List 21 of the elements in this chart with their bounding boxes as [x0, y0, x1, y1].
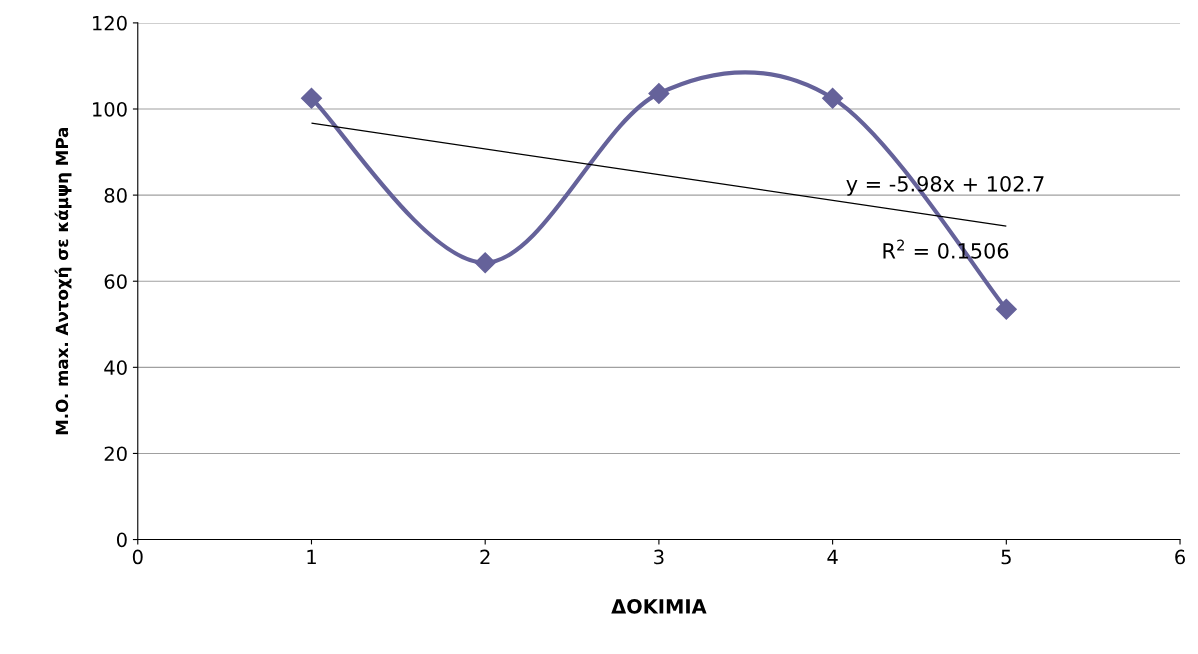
- y-tick-label: 100: [93, 101, 127, 117]
- y-tick-label: 20: [104, 446, 127, 462]
- x-tick-label: 3: [654, 549, 664, 565]
- point: [995, 298, 1017, 320]
- x-tick-label: 6: [1175, 549, 1185, 565]
- x-axis-title: ΔΟΚΙΜΙΑ: [611, 598, 707, 614]
- y-axis-title: M.O. max. Αντοχή σε κάμψη MPa: [54, 127, 72, 435]
- y-tick-label: 60: [104, 274, 127, 289]
- y-tick-label: 120: [93, 15, 127, 31]
- y-tick-label: 0: [116, 532, 127, 548]
- x-tick-label: 4: [827, 549, 838, 565]
- x-tick-label: 1: [307, 549, 316, 565]
- point: [474, 252, 496, 274]
- y-tick-label: 40: [104, 360, 127, 375]
- x-tick-label: 2: [480, 549, 490, 565]
- point: [822, 87, 844, 109]
- point: [300, 87, 322, 109]
- point: [648, 82, 670, 105]
- y-tick-label: 80: [104, 188, 127, 203]
- x-tick-label: 5: [1001, 549, 1011, 565]
- x-tick-label: 0: [132, 549, 143, 565]
